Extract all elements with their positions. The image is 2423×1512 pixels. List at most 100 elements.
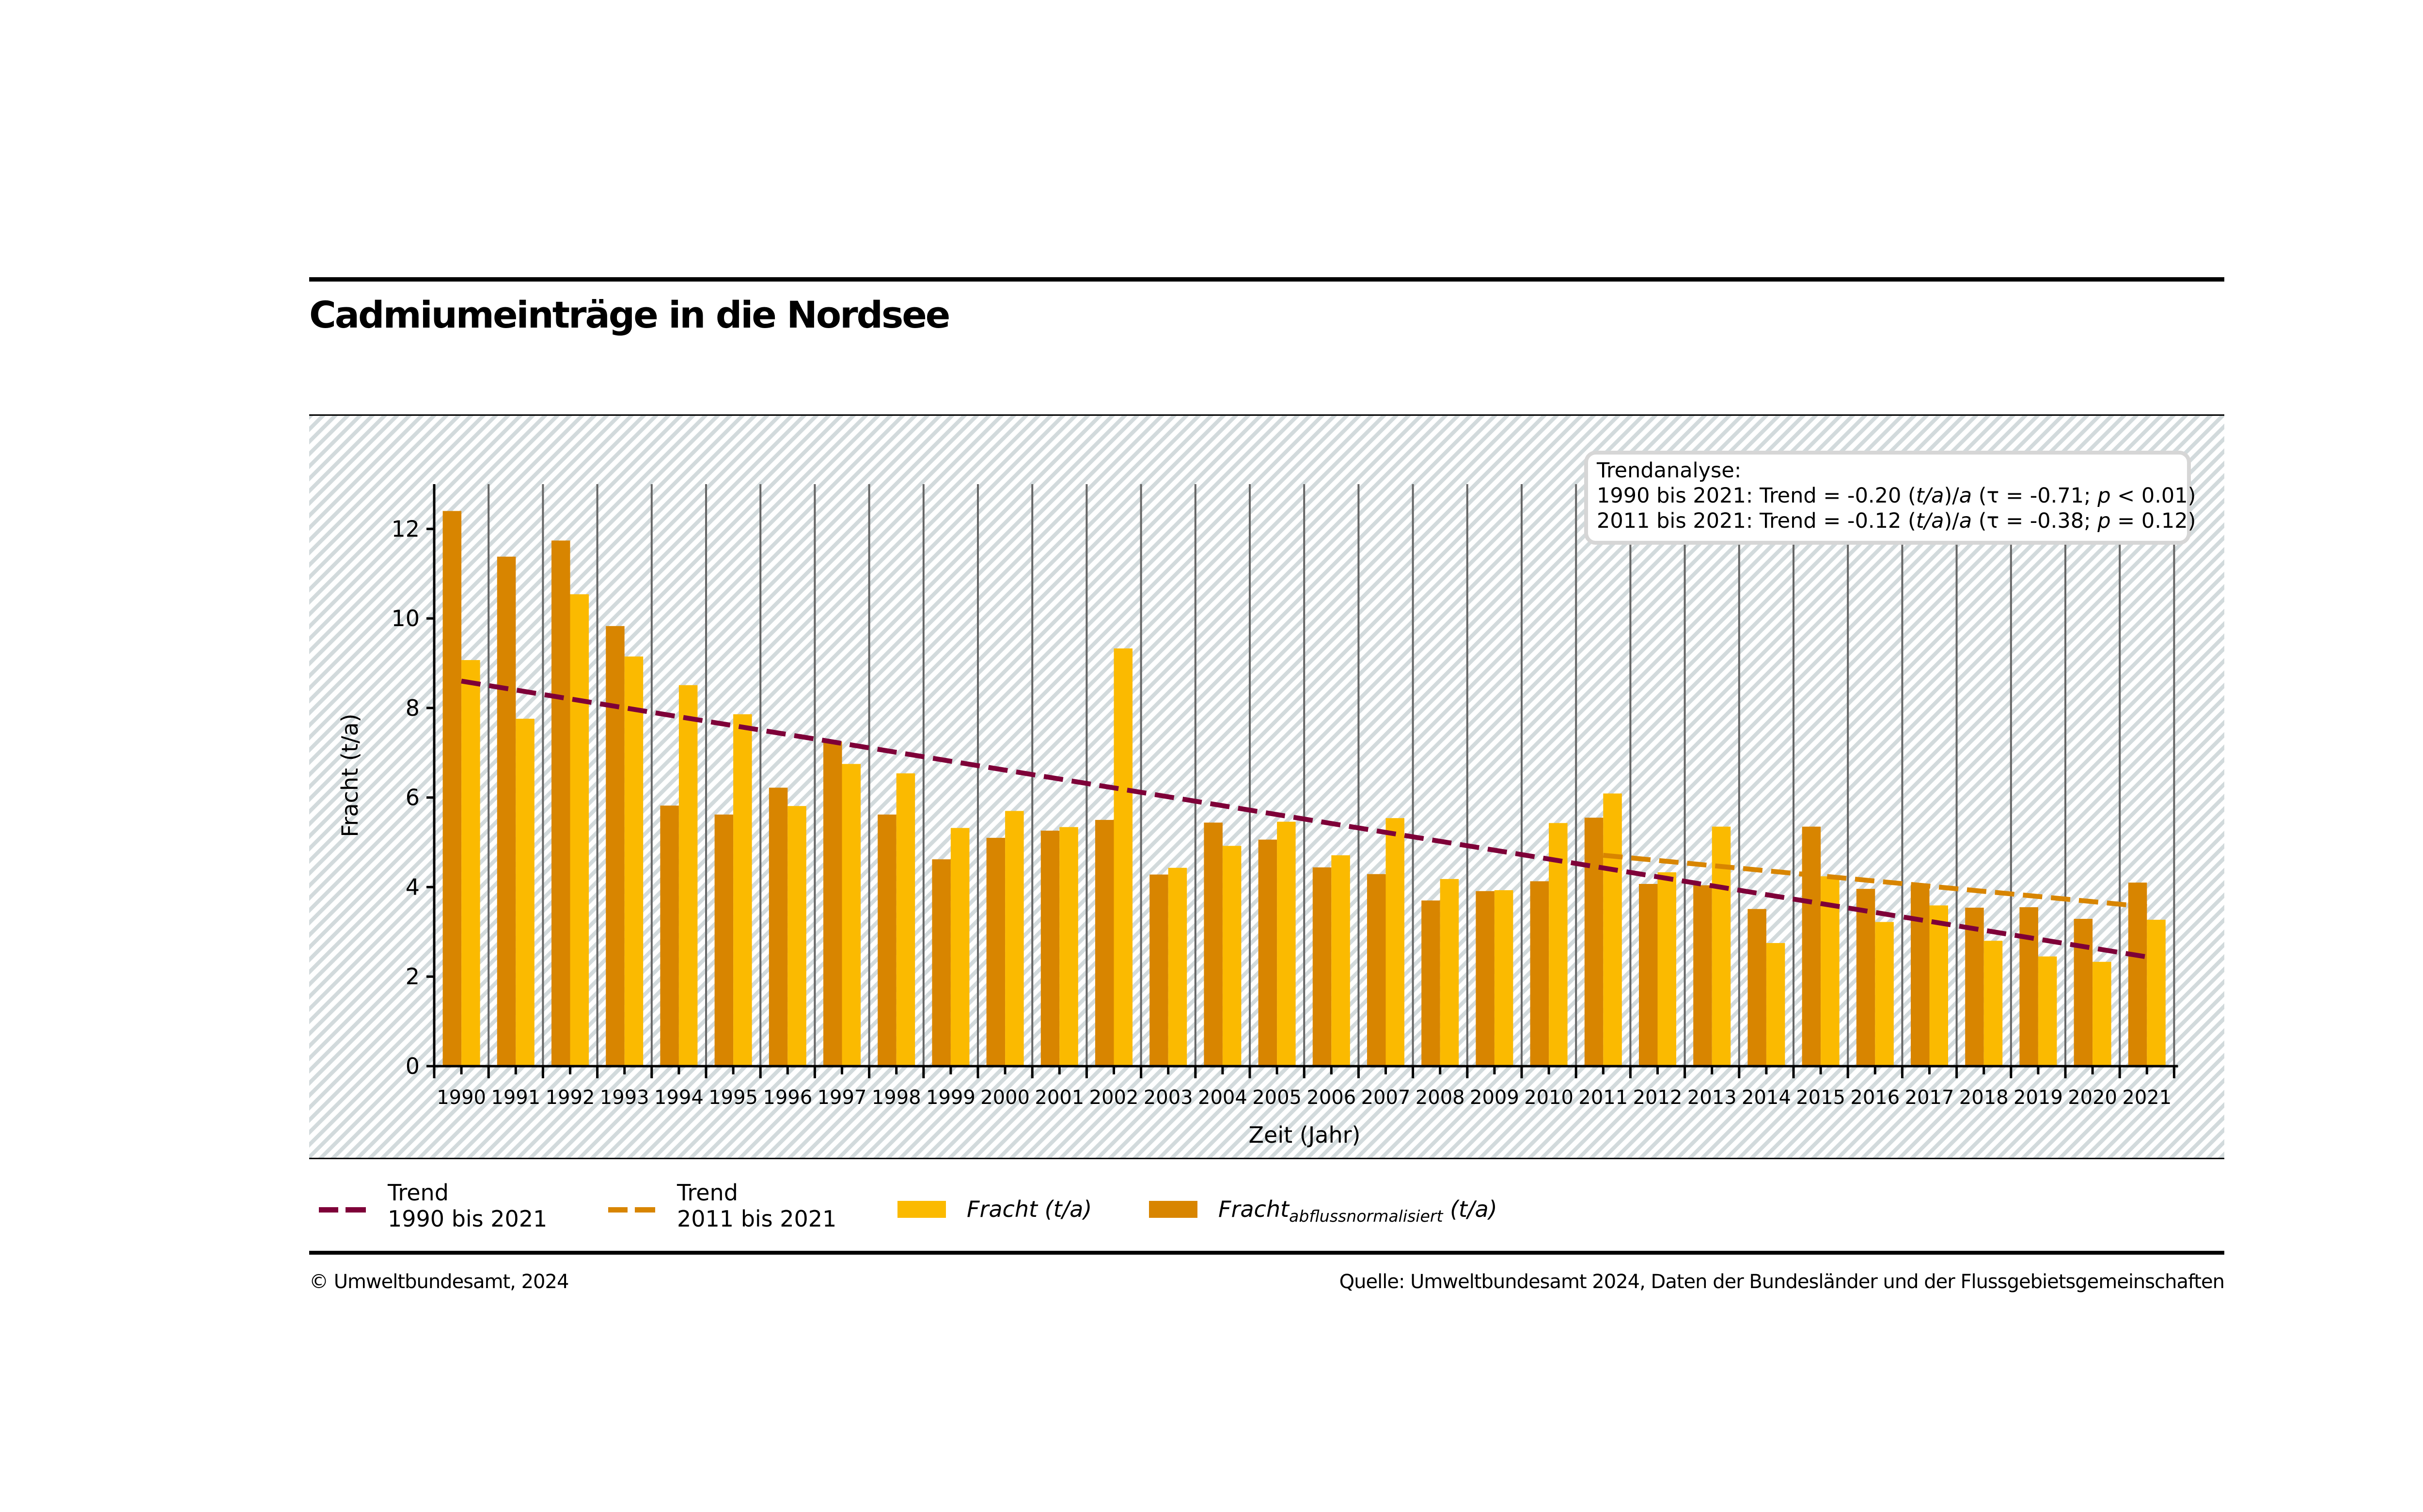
legend-label-fracht-unit: (t/a) <box>1044 1196 1092 1222</box>
bar-fracht-normalized-2003 <box>1149 874 1168 1066</box>
y-tick-label: 2 <box>406 963 420 990</box>
bar-fracht-normalized-2017 <box>1911 885 1930 1066</box>
x-tick-label-2018: 2018 <box>1959 1087 2009 1109</box>
bar-fracht-1991 <box>516 719 535 1066</box>
legend-label-trend-short-line2: 2011 bis 2021 <box>677 1206 837 1232</box>
bar-fracht-2006 <box>1331 855 1350 1066</box>
y-tick-label: 0 <box>406 1053 420 1079</box>
bar-fracht-1993 <box>624 656 644 1066</box>
trend-annotation-box: Trendanalyse: 1990 bis 2021: Trend = -0.… <box>1584 451 2196 545</box>
bar-fracht-normalized-1991 <box>497 556 516 1066</box>
legend-label-fracht-normalized: Frachtabflussnormalisiert (t/a) <box>1218 1196 1497 1229</box>
x-tick-label-2000: 2000 <box>980 1087 1030 1109</box>
y-tick-label: 4 <box>406 874 420 900</box>
trend-lines <box>461 678 2148 960</box>
bar-fracht-2000 <box>1005 811 1024 1066</box>
x-tick-label-2004: 2004 <box>1198 1087 1247 1109</box>
bar-fracht-2005 <box>1277 821 1296 1066</box>
bar-fracht-normalized-2019 <box>2019 907 2038 1066</box>
bar-fracht-1999 <box>950 828 970 1066</box>
bar-fracht-2019 <box>2038 956 2057 1066</box>
x-tick-label-2016: 2016 <box>1850 1087 1900 1109</box>
bar-fracht-normalized-1997 <box>823 741 842 1066</box>
chart-panel: 0 2 4 6 8 10 12 1990 1991 1992 1993 1994 1995 1996 199… <box>309 414 2224 1159</box>
bar-fracht-1994 <box>678 685 698 1066</box>
bar-fracht-normalized-2002 <box>1095 819 1114 1066</box>
bar-fracht-2003 <box>1168 867 1187 1066</box>
bar-chart: 0 2 4 6 8 10 12 1990 1991 1992 1993 1994 1995 1996 199… <box>309 414 2224 1159</box>
bar-fracht-normalized-2004 <box>1204 822 1223 1066</box>
bar-fracht-normalized-1994 <box>660 805 679 1066</box>
bar-fracht-normalized-1990 <box>442 511 462 1066</box>
bar-fracht-normalized-2016 <box>1856 889 1875 1066</box>
legend-label-trend-short-line1: Trend <box>677 1180 738 1206</box>
y-axis-label: Fracht (t/a) <box>337 714 363 837</box>
legend-swatch-fracht-normalized <box>1149 1201 1197 1218</box>
x-tick-label-1995: 1995 <box>708 1087 758 1109</box>
x-tick-label-2009: 2009 <box>1470 1087 1519 1109</box>
x-tick-label-2007: 2007 <box>1361 1087 1411 1109</box>
bar-fracht-2001 <box>1059 827 1078 1066</box>
x-tick-label-1991: 1991 <box>491 1087 540 1109</box>
bar-fracht-normalized-2011 <box>1584 818 1604 1066</box>
x-tick-label-2014: 2014 <box>1742 1087 1791 1109</box>
x-tick-label-1994: 1994 <box>654 1087 704 1109</box>
annotation-box-frame <box>1584 451 2191 545</box>
chart-top-border <box>309 414 2224 416</box>
bar-fracht-normalized-2020 <box>2074 919 2093 1066</box>
annotation-line-long-trend: 1990 bis 2021: Trend = -0.20 (t/a)/a (τ … <box>1597 484 2196 508</box>
bar-fracht-normalized-2007 <box>1367 874 1386 1066</box>
bar-fracht-normalized-2009 <box>1476 891 1495 1066</box>
legend-dash-trend-long-2 <box>346 1207 366 1213</box>
bar-fracht-normalized-1998 <box>878 814 897 1066</box>
x-tick-label-2019: 2019 <box>2014 1087 2063 1109</box>
annotation-heading: Trendanalyse: <box>1596 458 1741 483</box>
bar-fracht-normalized-2010 <box>1530 881 1549 1066</box>
x-tick-label-2015: 2015 <box>1796 1087 1845 1109</box>
x-tick-label-2017: 2017 <box>1905 1087 1954 1109</box>
bar-fracht-normalized-2001 <box>1040 831 1060 1066</box>
x-tick-label-2003: 2003 <box>1144 1087 1193 1109</box>
bar-fracht-normalized-2006 <box>1312 867 1332 1066</box>
x-tick-label-2006: 2006 <box>1306 1087 1356 1109</box>
x-tick-label-2002: 2002 <box>1089 1087 1139 1109</box>
legend-label-fracht-name: Fracht <box>967 1196 1038 1222</box>
x-tick-label-1999: 1999 <box>926 1087 975 1109</box>
legend-swatch-fracht <box>897 1201 946 1218</box>
bar-fracht-normalized-2005 <box>1258 839 1277 1066</box>
x-tick-label-1993: 1993 <box>600 1087 649 1109</box>
bar-fracht-normalized-2000 <box>986 837 1006 1066</box>
bar-fracht-1998 <box>896 773 915 1066</box>
bar-fracht-normalized-1993 <box>606 626 625 1066</box>
bar-fracht-normalized-2015 <box>1802 826 1821 1066</box>
x-tick-label-2005: 2005 <box>1252 1087 1302 1109</box>
x-tick-label-2012: 2012 <box>1633 1087 1683 1109</box>
bar-fracht-2011 <box>1603 793 1622 1066</box>
bar-fracht-2014 <box>1766 943 1785 1066</box>
legend-label-fracht: Fracht (t/a) <box>967 1196 1092 1222</box>
trend-line-trend-long <box>461 678 2148 960</box>
legend-label-fracht-normalized-unit: (t/a) <box>1450 1196 1497 1222</box>
legend-label-trend-long-line2: 1990 bis 2021 <box>388 1206 548 1232</box>
x-tick-label-2001: 2001 <box>1035 1087 1084 1109</box>
bar-fracht-1995 <box>733 714 752 1066</box>
bar-fracht-2016 <box>1875 922 1894 1066</box>
x-tick-label-1996: 1996 <box>763 1087 812 1109</box>
x-tick-label-1992: 1992 <box>546 1087 595 1109</box>
bar-fracht-2021 <box>2147 919 2166 1066</box>
source-text: Quelle: Umweltbundesamt 2024, Daten der … <box>1339 1271 2225 1293</box>
bar-fracht-2002 <box>1114 648 1133 1066</box>
legend-dash-trend-long-1 <box>319 1207 338 1213</box>
chart-bottom-border <box>309 1158 2224 1159</box>
gridlines <box>433 484 2175 1066</box>
x-tick-label-1998: 1998 <box>872 1087 921 1109</box>
bar-fracht-2009 <box>1494 890 1513 1066</box>
x-tick-label-1997: 1997 <box>818 1087 867 1109</box>
bar-fracht-1996 <box>787 806 806 1066</box>
x-tick-label-1990: 1990 <box>437 1087 486 1109</box>
legend-label-fracht-normalized-subscript: abflussnormalisiert <box>1289 1206 1443 1226</box>
y-tick-label: 6 <box>406 785 420 811</box>
x-tick-label-2011: 2011 <box>1578 1087 1628 1109</box>
bar-fracht-2013 <box>1712 826 1731 1066</box>
bar-fracht-1997 <box>842 764 861 1066</box>
